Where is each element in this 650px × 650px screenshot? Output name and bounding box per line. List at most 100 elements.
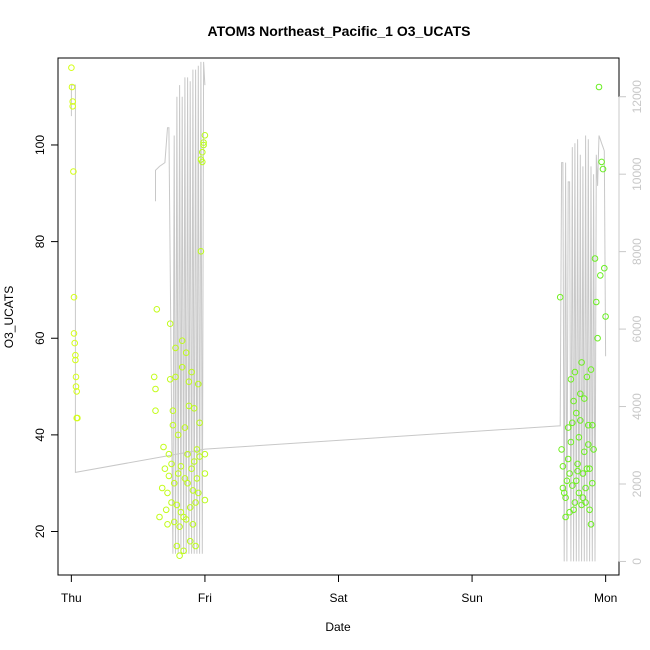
data-point: [177, 508, 185, 516]
data-point: [597, 272, 604, 279]
data-point: [184, 479, 191, 487]
data-point: [564, 455, 572, 463]
data-point: [184, 450, 191, 458]
data-point: [180, 547, 187, 555]
data-point: [581, 395, 588, 402]
y2-tick-label: 12000: [630, 80, 644, 114]
data-point: [558, 446, 565, 453]
y2-tick-label: 8000: [630, 238, 644, 265]
data-point: [186, 537, 194, 545]
data-point: [189, 521, 197, 528]
data-point: [570, 397, 577, 405]
data-point: [170, 479, 178, 487]
data-point: [582, 484, 589, 492]
data-point: [72, 383, 80, 390]
data-point: [172, 373, 179, 381]
data-point: [589, 421, 596, 429]
y2-tick-label: 0: [630, 558, 644, 565]
data-point: [594, 334, 601, 342]
data-point: [195, 489, 202, 497]
data-point: [70, 168, 77, 175]
data-point: [181, 424, 189, 431]
data-point: [559, 463, 567, 470]
data-point: [164, 521, 171, 528]
plot-area: [68, 61, 609, 562]
data-point: [566, 470, 573, 477]
data-point: [197, 248, 205, 255]
data-point: [170, 518, 178, 526]
data-point: [602, 313, 609, 320]
data-point: [69, 103, 76, 110]
data-point: [579, 494, 587, 502]
data-point: [567, 438, 575, 446]
data-point: [599, 165, 607, 173]
y2-tick-label: 6000: [630, 315, 644, 342]
data-point: [579, 470, 587, 477]
data-point: [575, 489, 583, 497]
data-point: [166, 320, 174, 328]
series-line-1: [70, 84, 607, 562]
data-point: [189, 487, 197, 494]
data-point: [169, 421, 177, 429]
x-tick-label: Mon: [594, 591, 617, 605]
data-point: [201, 450, 209, 458]
data-point: [185, 402, 193, 410]
data-point: [186, 504, 194, 511]
data-point: [195, 380, 202, 388]
data-point: [571, 499, 579, 506]
data-point: [569, 482, 576, 489]
data-point: [74, 414, 81, 422]
data-point: [574, 460, 581, 468]
data-point: [173, 501, 181, 509]
data-point: [71, 339, 78, 347]
data-point: [72, 356, 79, 364]
data-point: [201, 470, 209, 477]
data-point: [200, 141, 207, 149]
data-point: [598, 158, 605, 166]
data-point: [571, 368, 579, 376]
data-point: [68, 64, 75, 71]
y-tick-label: 80: [33, 235, 47, 249]
data-point: [160, 443, 167, 451]
data-point: [176, 523, 183, 531]
data-point: [583, 373, 591, 381]
y-tick-label: 100: [33, 135, 47, 155]
data-point: [164, 489, 171, 497]
data-point: [166, 376, 174, 383]
data-point: [589, 479, 596, 487]
data-point: [153, 306, 161, 313]
data-point: [201, 496, 209, 504]
data-point: [188, 465, 195, 473]
data-point: [587, 366, 595, 373]
data-point: [583, 465, 591, 473]
data-point: [182, 349, 190, 357]
data-point: [574, 467, 581, 475]
data-point: [173, 542, 181, 550]
x-axis: Thu Fri Sat Sun Mon: [61, 574, 617, 605]
data-point: [573, 477, 580, 485]
data-point: [201, 132, 209, 139]
x-tick-label: Thu: [61, 591, 82, 605]
data-point: [73, 388, 80, 395]
data-point: [168, 499, 175, 506]
data-point: [177, 463, 185, 470]
data-point: [190, 458, 198, 465]
data-point: [174, 431, 182, 439]
y-axis-title: O3_UCATS: [2, 286, 16, 348]
data-point: [192, 499, 199, 506]
data-point: [586, 506, 593, 514]
plot-frame: [57, 57, 620, 576]
data-point: [72, 373, 80, 381]
data-point: [563, 477, 571, 485]
y-axis: 20 40 60 80 100: [33, 135, 59, 538]
data-point: [577, 417, 584, 424]
data-point: [581, 448, 588, 456]
data-point: [578, 359, 585, 366]
y2-tick-label: 10000: [630, 157, 644, 191]
data-point: [573, 409, 580, 417]
data-point: [181, 475, 189, 482]
data-point: [165, 450, 173, 458]
data-point: [156, 513, 163, 521]
data-point: [569, 419, 576, 427]
